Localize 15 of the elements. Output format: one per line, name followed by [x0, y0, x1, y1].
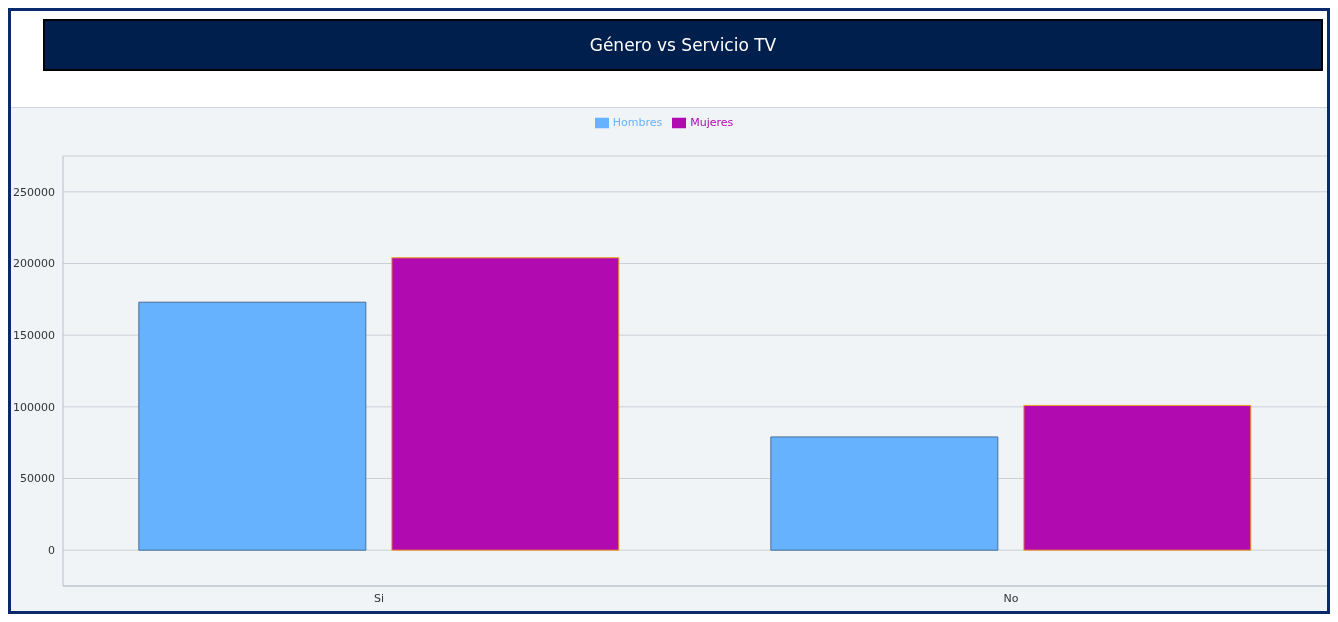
legend-label: Hombres: [612, 116, 663, 129]
y-tick-label: 50000: [20, 472, 55, 486]
legend-label: Mujeres: [690, 116, 734, 129]
bar: [391, 257, 620, 551]
bar: [1023, 404, 1252, 551]
y-tick-label: 150000: [13, 329, 55, 343]
y-tick-label: 100000: [13, 400, 55, 414]
chart-title: Género vs Servicio TV: [43, 19, 1323, 71]
bar: [770, 436, 999, 551]
x-tick-label: Si: [373, 591, 385, 605]
y-tick-label: 250000: [13, 185, 55, 199]
y-tick-label: 200000: [13, 257, 55, 271]
y-tick-label: 0: [48, 544, 55, 558]
bar: [138, 301, 367, 551]
x-tick-label: No: [1003, 591, 1019, 605]
